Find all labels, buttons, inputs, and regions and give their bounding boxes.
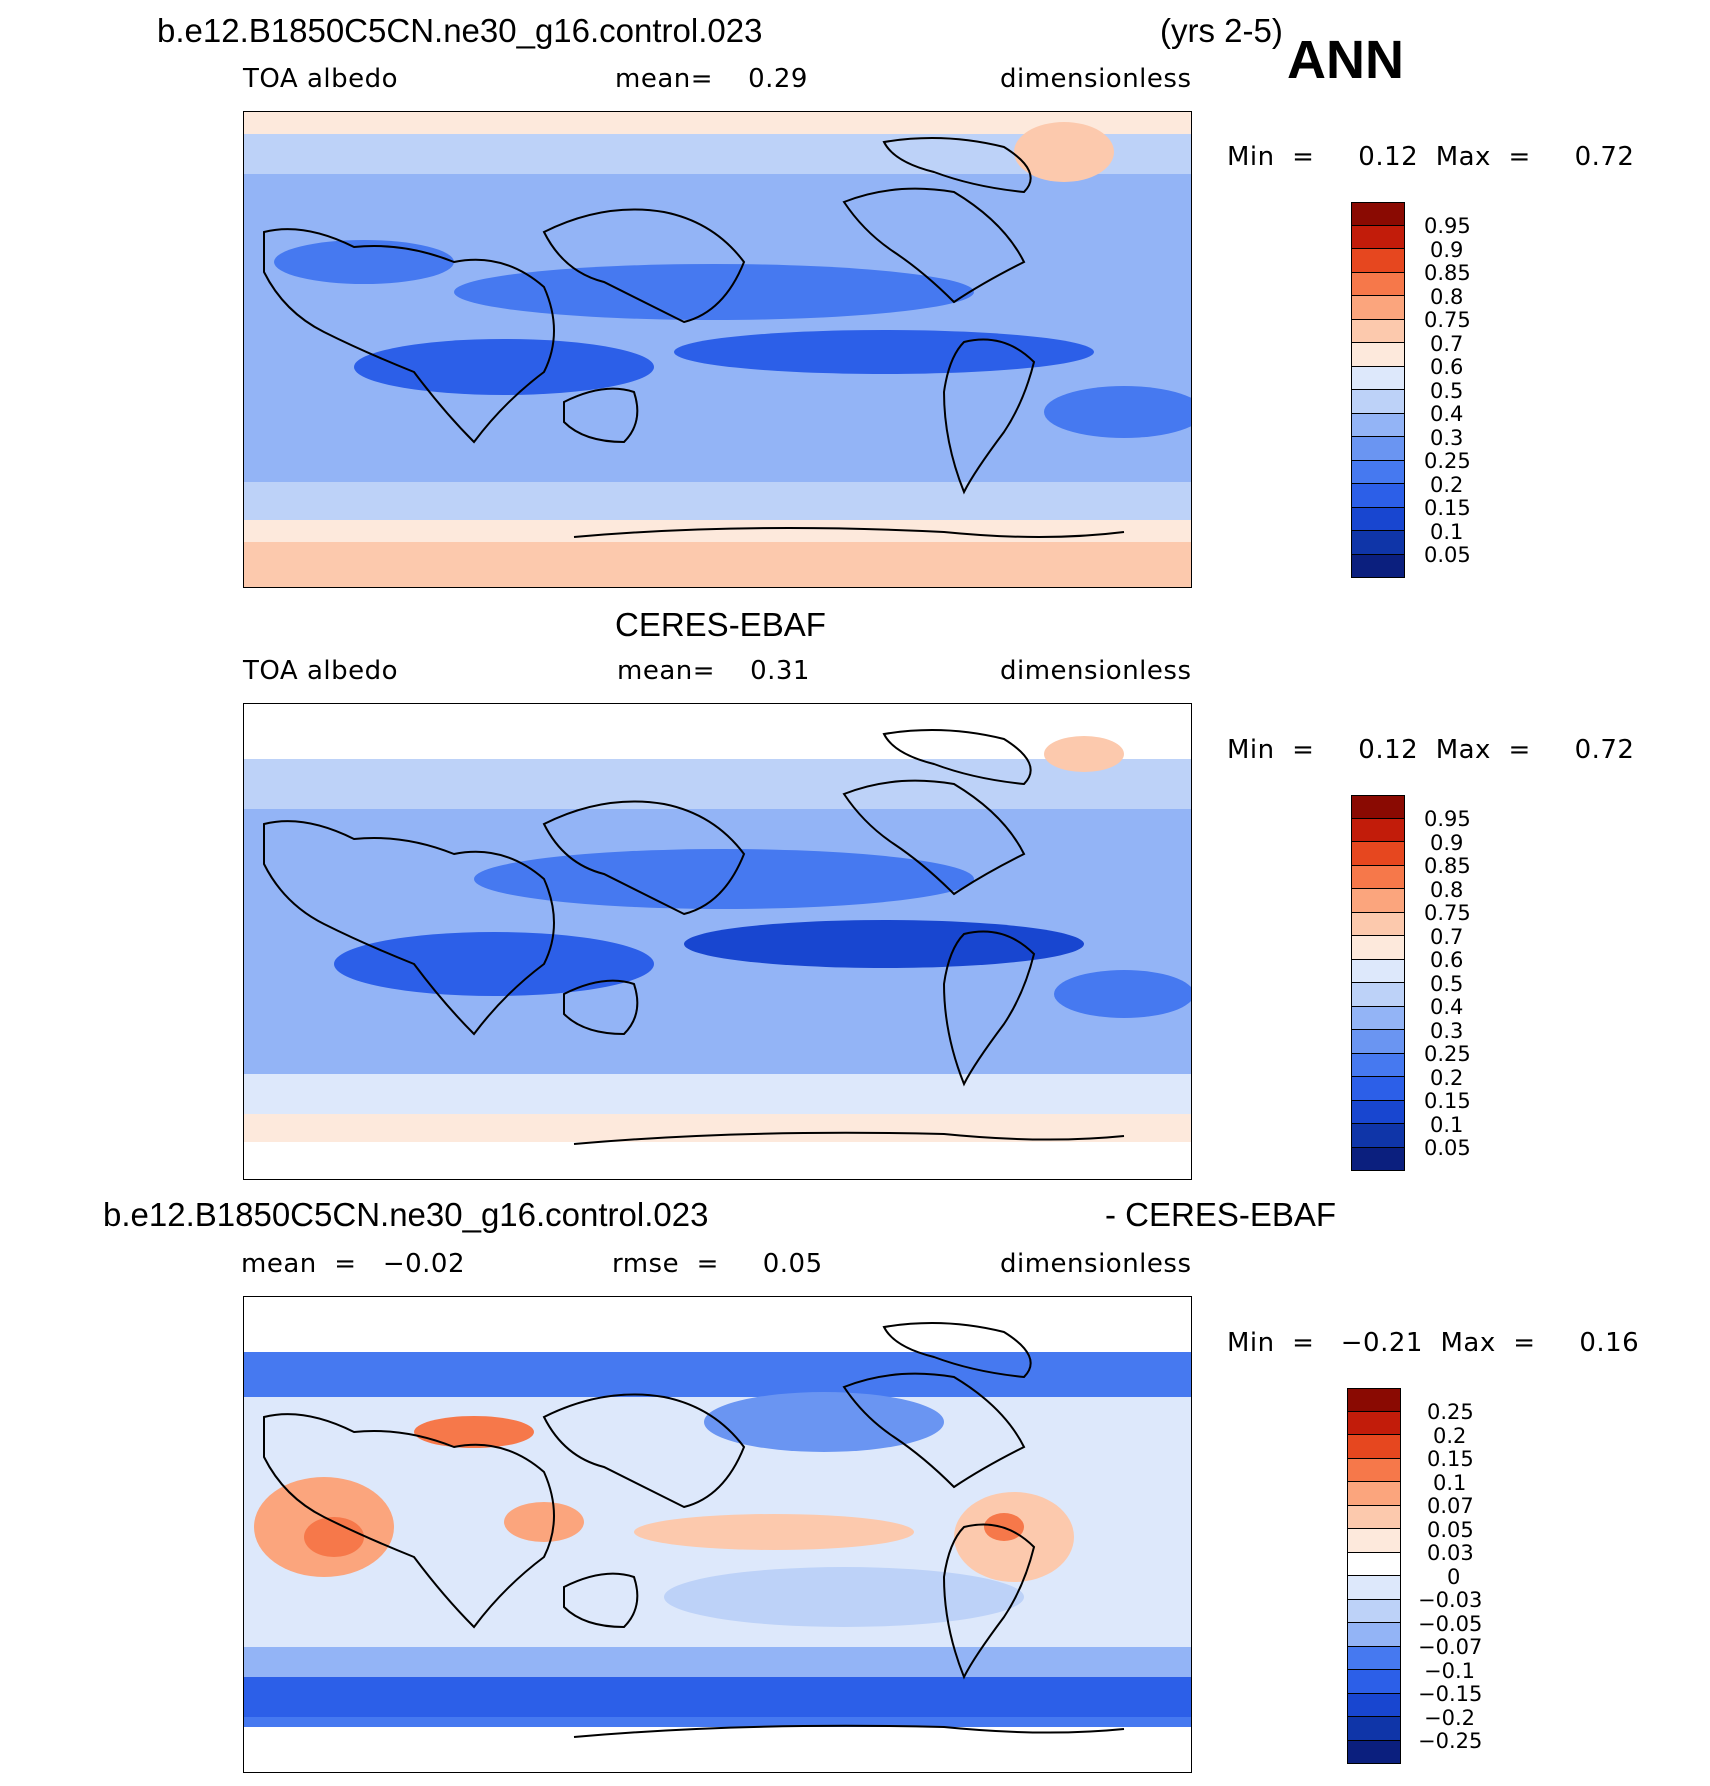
panel1-cb-tick: 0.95 <box>1424 214 1471 238</box>
panel2-cb-tick: 0.75 <box>1424 901 1471 925</box>
panel3-cb-tick: 0.05 <box>1427 1518 1474 1542</box>
panel2-cb-tick: 0.9 <box>1430 831 1464 855</box>
panel3-cb-tick: 0.2 <box>1433 1424 1467 1448</box>
panel2-cb-tick: 0.4 <box>1430 995 1464 1019</box>
panel3-rmse: rmse = 0.05 <box>612 1249 823 1279</box>
panel3-minmax: Min = −0.21 Max = 0.16 <box>1227 1328 1640 1358</box>
panel3-cb-tick: −0.2 <box>1424 1706 1475 1730</box>
panel2-cb-tick: 0.95 <box>1424 807 1471 831</box>
panel2-cb-tick: 0.2 <box>1430 1066 1464 1090</box>
panel3-map <box>243 1296 1192 1773</box>
panel1-title-years: (yrs 2-5) <box>1160 12 1283 49</box>
panel3-cb-tick: 0.15 <box>1427 1447 1474 1471</box>
panel3-cb-tick: 0.03 <box>1427 1541 1474 1565</box>
panel2-minmax: Min = 0.12 Max = 0.72 <box>1227 735 1635 765</box>
panel3-mean: mean = −0.02 <box>241 1249 466 1279</box>
panel1-cb-tick: 0.85 <box>1424 261 1471 285</box>
panel1-cb-tick: 0.75 <box>1424 308 1471 332</box>
panel3-colorbar <box>1347 1388 1401 1764</box>
panel1-cb-tick: 0.8 <box>1430 285 1464 309</box>
panel2-map-field <box>244 704 1191 1179</box>
panel3-cb-tick: 0.25 <box>1427 1400 1474 1424</box>
panel1-cb-tick: 0.05 <box>1424 543 1471 567</box>
panel2-cb-tick: 0.05 <box>1424 1136 1471 1160</box>
panel2-cb-tick: 0.6 <box>1430 948 1464 972</box>
panel2-cb-tick: 0.85 <box>1424 854 1471 878</box>
panel1-title-case: b.e12.B1850C5CN.ne30_g16.control.023 <box>157 12 763 49</box>
panel2-map <box>243 703 1192 1180</box>
panel3-cb-tick: −0.15 <box>1418 1682 1483 1706</box>
panel2-cb-tick: 0.15 <box>1424 1089 1471 1113</box>
panel1-cb-tick: 0.2 <box>1430 473 1464 497</box>
panel2-cb-tick: 0.8 <box>1430 878 1464 902</box>
panel2-cb-tick: 0.7 <box>1430 925 1464 949</box>
panel2-mean: mean= 0.31 <box>617 656 810 686</box>
panel2-cb-tick: 0.1 <box>1430 1113 1464 1137</box>
panel1-cb-tick: 0.7 <box>1430 332 1464 356</box>
panel1-colorbar <box>1351 202 1405 578</box>
panel2-cb-tick: 0.25 <box>1424 1042 1471 1066</box>
panel3-cb-tick: −0.07 <box>1418 1635 1483 1659</box>
panel1-cb-tick: 0.9 <box>1430 238 1464 262</box>
panel1-cb-tick: 0.3 <box>1430 426 1464 450</box>
panel3-title-case: b.e12.B1850C5CN.ne30_g16.control.023 <box>103 1196 709 1233</box>
panel2-units: dimensionless <box>1000 656 1192 686</box>
season-label: ANN <box>1287 30 1404 90</box>
panel2-cb-tick: 0.3 <box>1430 1019 1464 1043</box>
panel3-title-obs: - CERES-EBAF <box>1105 1196 1337 1233</box>
panel1-cb-tick: 0.25 <box>1424 449 1471 473</box>
panel1-minmax: Min = 0.12 Max = 0.72 <box>1227 142 1635 172</box>
panel3-cb-tick: −0.05 <box>1418 1612 1483 1636</box>
panel3-cb-tick: −0.03 <box>1418 1588 1483 1612</box>
panel1-units: dimensionless <box>1000 64 1192 94</box>
panel3-cb-tick: −0.25 <box>1418 1729 1483 1753</box>
panel1-mean: mean= 0.29 <box>615 64 808 94</box>
panel1-variable: TOA albedo <box>243 64 399 94</box>
panel3-cb-tick: 0.1 <box>1433 1471 1467 1495</box>
panel1-map-field <box>244 112 1191 587</box>
panel3-cb-tick: −0.1 <box>1424 1659 1475 1683</box>
panel2-colorbar <box>1351 795 1405 1171</box>
panel3-cb-tick: 0.07 <box>1427 1494 1474 1518</box>
panel3-map-field <box>244 1297 1191 1772</box>
panel2-cb-tick: 0.5 <box>1430 972 1464 996</box>
panel2-title: CERES-EBAF <box>615 606 826 643</box>
panel1-cb-tick: 0.15 <box>1424 496 1471 520</box>
panel2-variable: TOA albedo <box>243 656 399 686</box>
panel1-map <box>243 111 1192 588</box>
panel3-units: dimensionless <box>1000 1249 1192 1279</box>
panel1-cb-tick: 0.5 <box>1430 379 1464 403</box>
panel1-cb-tick: 0.4 <box>1430 402 1464 426</box>
panel1-cb-tick: 0.6 <box>1430 355 1464 379</box>
panel1-cb-tick: 0.1 <box>1430 520 1464 544</box>
panel3-cb-tick: 0 <box>1447 1565 1461 1589</box>
